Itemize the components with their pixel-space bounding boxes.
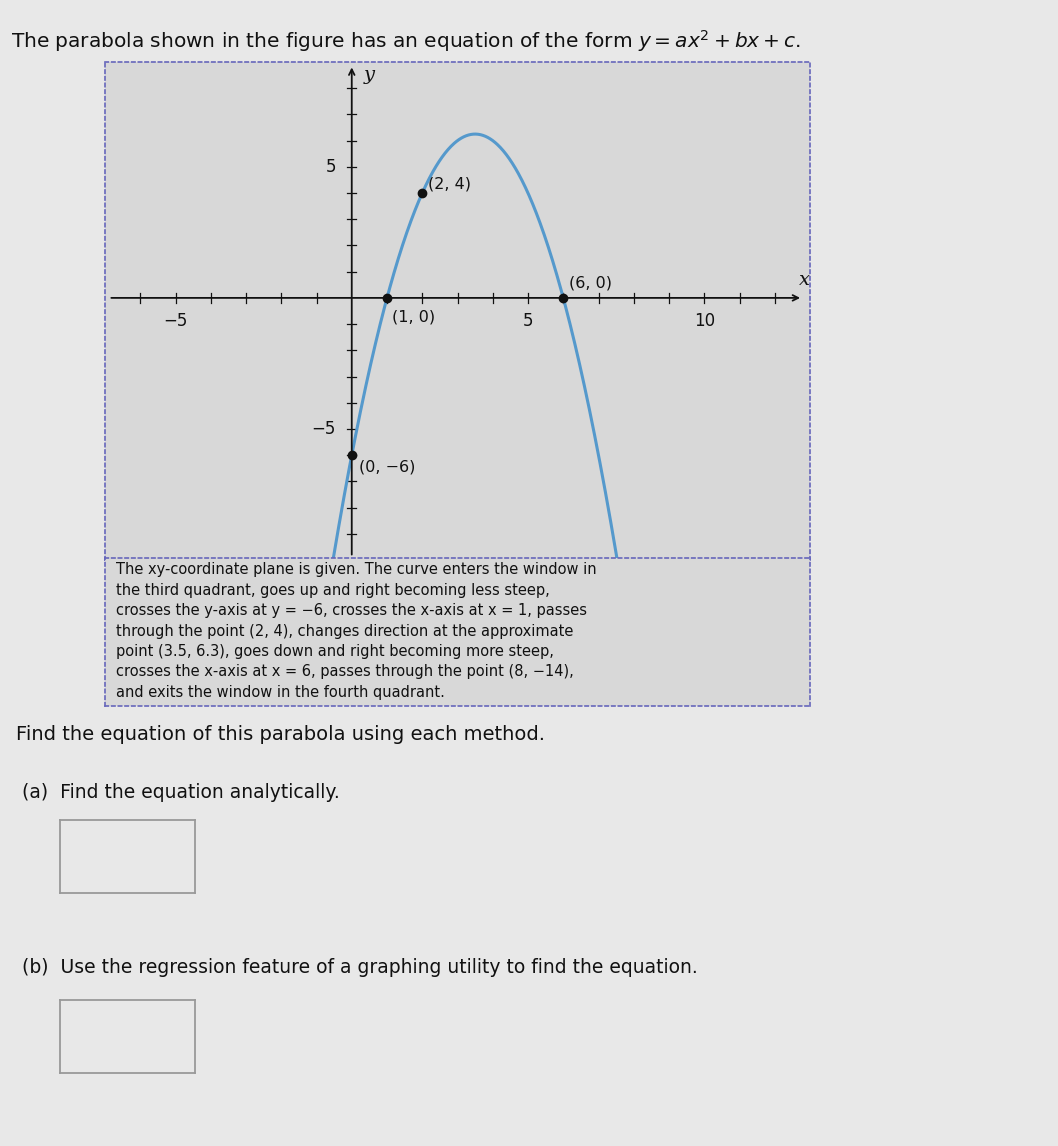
Text: 10: 10 <box>694 313 715 330</box>
Text: (0, −6): (0, −6) <box>359 460 415 474</box>
Text: The parabola shown in the figure has an equation of the form $y = ax^2 + bx + c$: The parabola shown in the figure has an … <box>11 28 800 54</box>
Text: (a)  Find the equation analytically.: (a) Find the equation analytically. <box>16 783 340 802</box>
Text: −5: −5 <box>163 313 187 330</box>
Text: 5: 5 <box>326 158 335 175</box>
Text: (1, 0): (1, 0) <box>393 309 436 324</box>
Text: (b)  Use the regression feature of a graphing utility to find the equation.: (b) Use the regression feature of a grap… <box>16 958 697 978</box>
Text: (2, 4): (2, 4) <box>427 176 471 191</box>
Text: −5: −5 <box>311 419 335 438</box>
Text: x: x <box>799 270 810 289</box>
Text: (6, 0): (6, 0) <box>568 275 612 290</box>
Text: The xy-coordinate plane is given. The curve enters the window in
the third quadr: The xy-coordinate plane is given. The cu… <box>115 563 597 700</box>
Text: Find the equation of this parabola using each method.: Find the equation of this parabola using… <box>16 725 545 744</box>
Text: y: y <box>364 66 376 84</box>
Text: 5: 5 <box>523 313 533 330</box>
